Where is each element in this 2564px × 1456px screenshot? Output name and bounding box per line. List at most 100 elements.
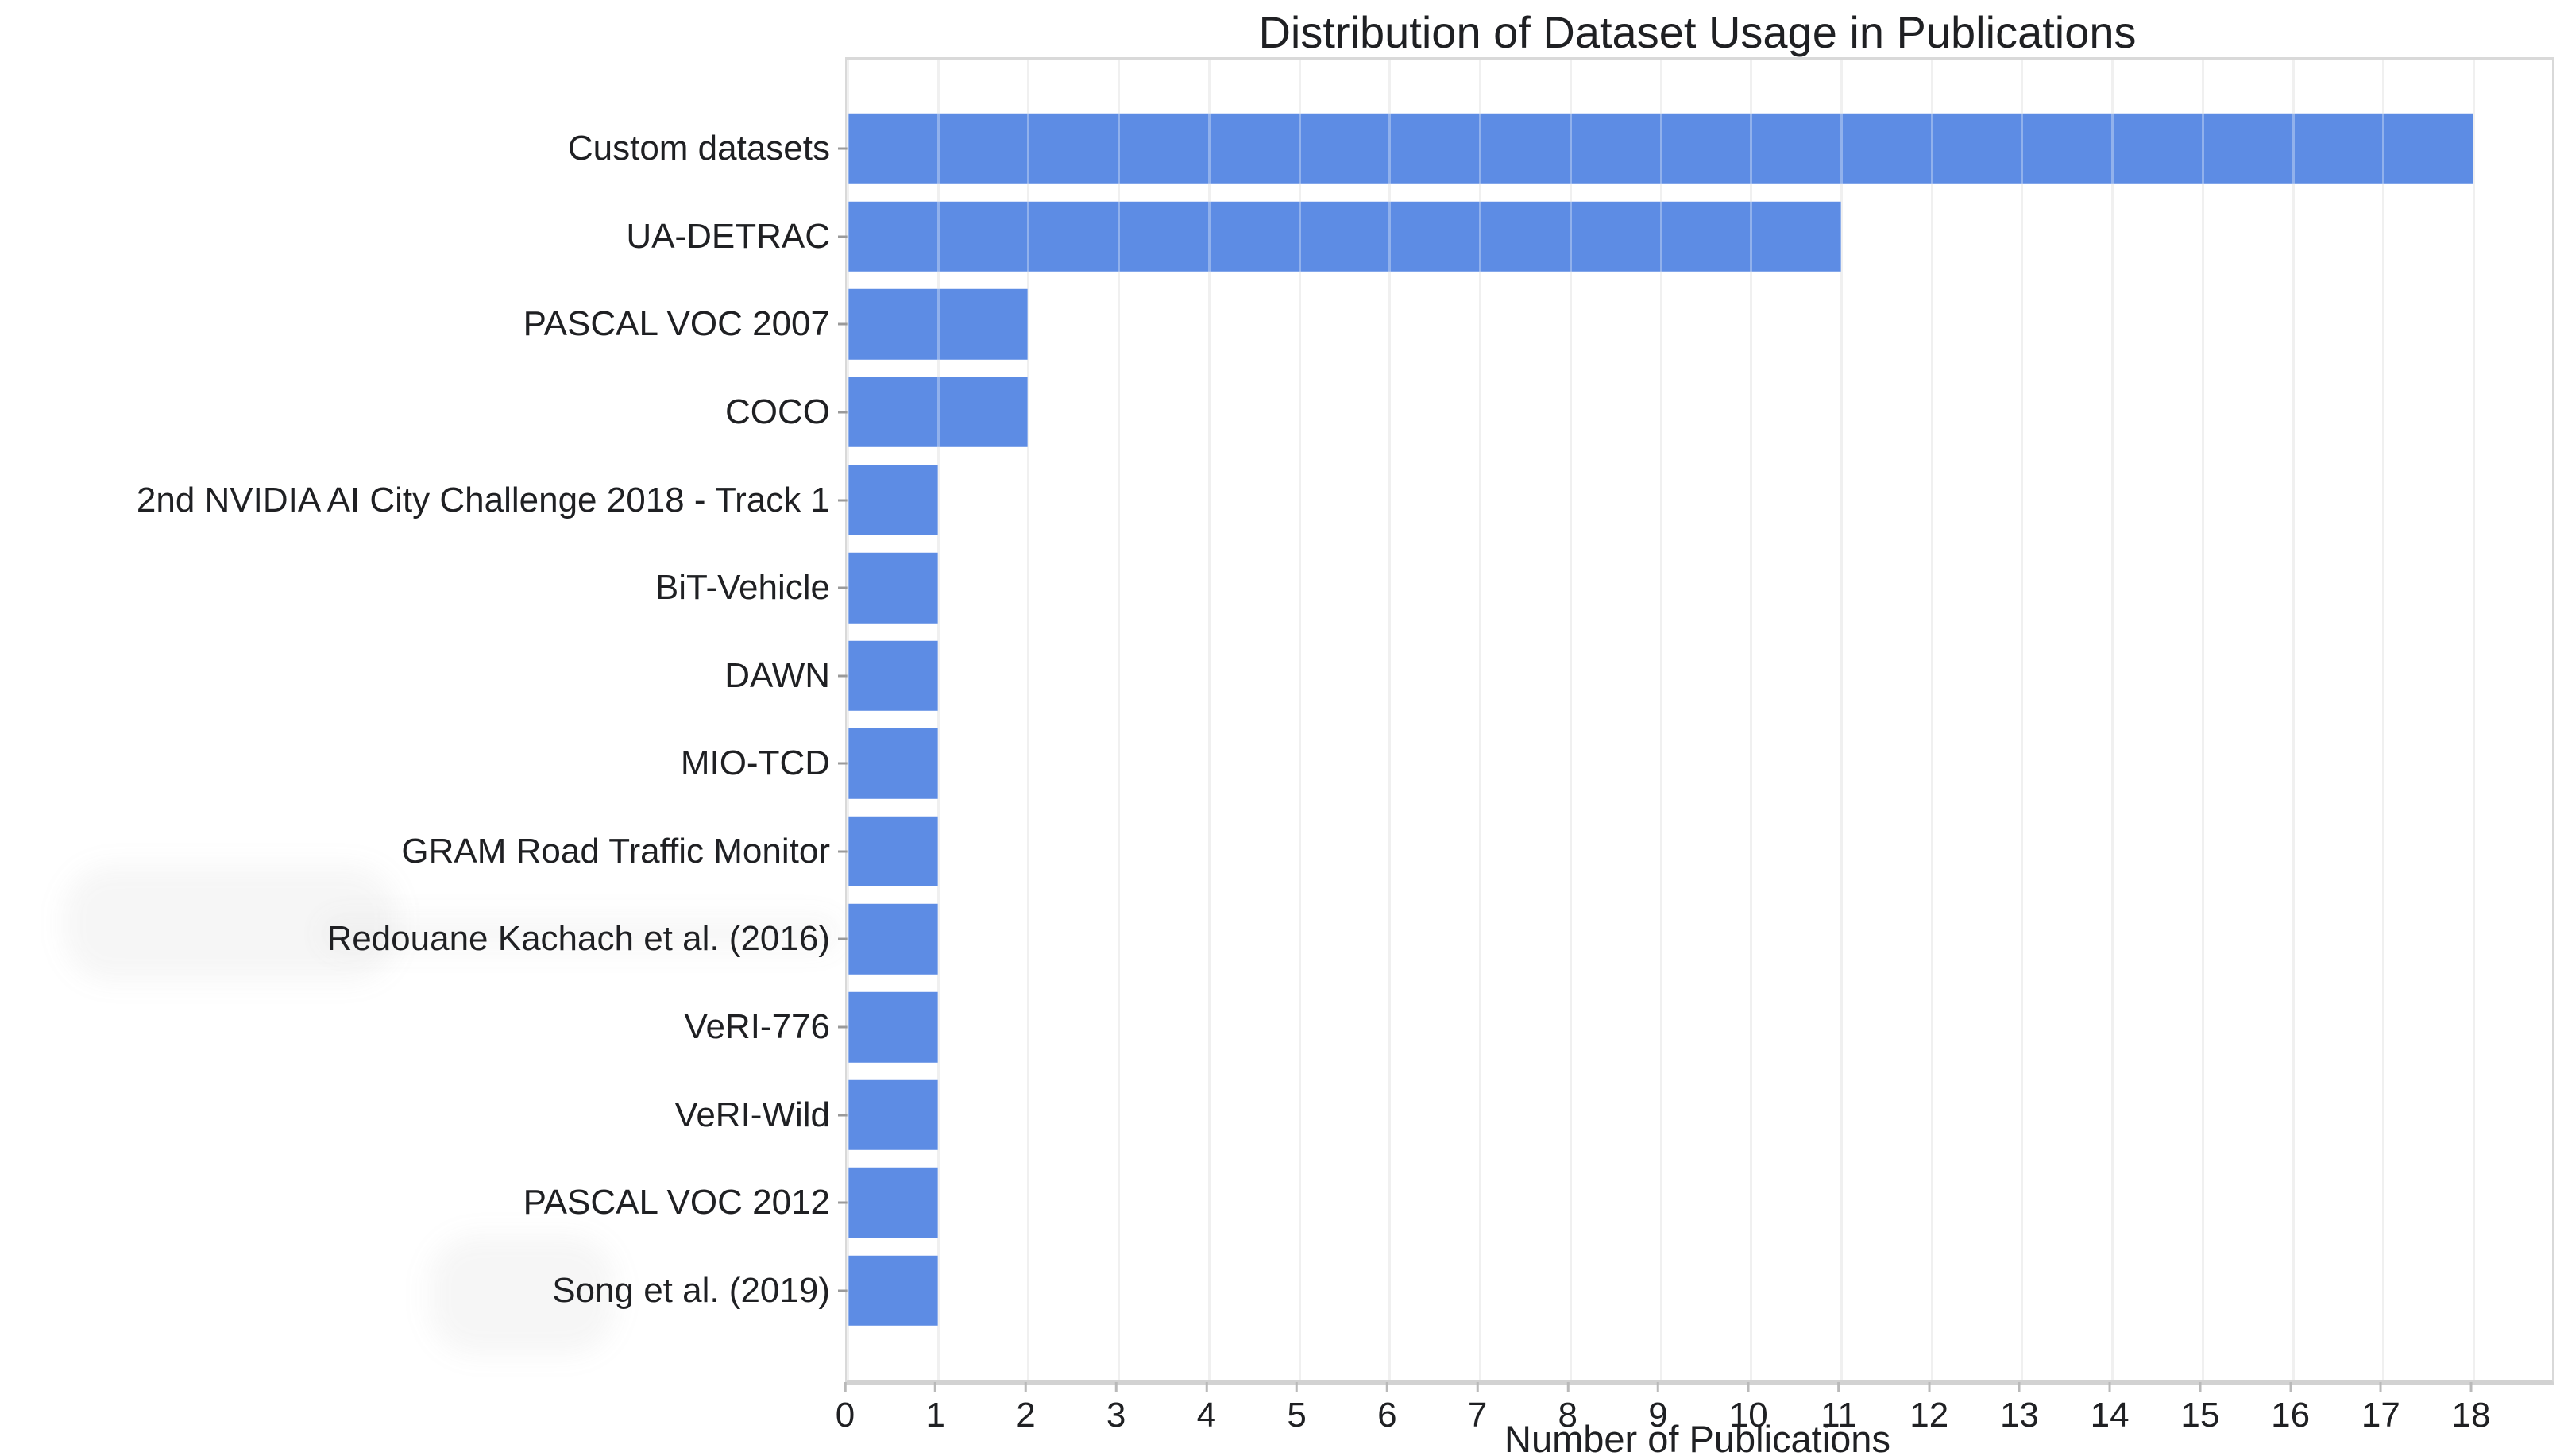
gridline [2292, 60, 2295, 1380]
x-axis-tick-label: 14 [2090, 1396, 2130, 1435]
y-axis-tick-mark [838, 850, 848, 853]
category-label: COCO [725, 392, 830, 432]
bar-rows: Custom datasets UA-DETRAC PASCAL VOC 200… [137, 60, 2552, 1380]
category-label: Redouane Kachach et al. (2016) [326, 919, 830, 959]
gridline [1118, 60, 1121, 1380]
data-bar [848, 1167, 938, 1238]
x-axis-tick-mark [2199, 1382, 2202, 1392]
gridline [936, 60, 940, 1380]
y-axis-tick-mark [838, 762, 848, 765]
data-bar [848, 904, 938, 975]
x-axis-tick-mark [844, 1382, 847, 1392]
scan-artifact-smudge [318, 912, 842, 956]
bar-row: Song et al. (2019) [552, 1247, 2552, 1335]
y-axis-tick-mark [838, 1114, 848, 1117]
x-axis-tick-label: 6 [1377, 1396, 1397, 1435]
x-axis-tick-mark [934, 1382, 937, 1392]
gridline [2021, 60, 2024, 1380]
category-label: UA-DETRAC [626, 216, 830, 256]
data-bar [848, 552, 938, 624]
x-axis-tick: 8 [1558, 1382, 1577, 1433]
gridline [1027, 60, 1030, 1380]
gridline [2111, 60, 2114, 1380]
x-axis-tick: 15 [2180, 1382, 2219, 1433]
gridline [1750, 60, 1753, 1380]
bar-row: VeRI-Wild [674, 1071, 2552, 1159]
x-axis-tick-label: 12 [1909, 1396, 1949, 1435]
x-axis-tick: 5 [1287, 1382, 1307, 1435]
gridline [936, 60, 940, 1380]
gridline [2021, 60, 2024, 1380]
x-axis-tick-mark [2289, 1382, 2292, 1392]
x-axis-tick: 18 [2452, 1382, 2491, 1433]
gridline [847, 60, 849, 1380]
x-axis-tick: 6 [1377, 1382, 1397, 1435]
x-axis-tick: 13 [2000, 1382, 2039, 1433]
bar-row: MIO-TCD [681, 720, 2552, 808]
x-axis-tick-mark [1114, 1382, 1118, 1392]
x-axis-tick-mark [1747, 1382, 1750, 1392]
bar-row: 2nd NVIDIA AI City Challenge 2018 - Trac… [137, 456, 2552, 544]
data-bar [848, 289, 1029, 360]
x-axis-tick-label: 4 [1196, 1396, 1217, 1435]
data-bar [848, 816, 938, 887]
x-axis-tick-mark [1296, 1382, 1299, 1392]
scan-artifact-smudge [429, 1235, 616, 1354]
gridline [1750, 60, 1753, 1380]
y-axis-tick-mark [838, 937, 848, 940]
x-axis-tick-label: 17 [2361, 1396, 2400, 1435]
x-axis-tick-label: 5 [1287, 1396, 1307, 1435]
x-axis-tick-mark [1476, 1382, 1479, 1392]
gridline [2201, 60, 2204, 1380]
x-axis-tick-label: 7 [1467, 1396, 1488, 1435]
x-axis-tick-mark [2018, 1382, 2021, 1392]
gridline [1388, 60, 1392, 1380]
x-axis-tick-label: 11 [1821, 1396, 1857, 1435]
category-label: VeRI-Wild [674, 1095, 830, 1134]
gridline [1298, 60, 1301, 1380]
gridline [1659, 60, 1662, 1380]
gridline [2382, 60, 2385, 1380]
category-label: BiT-Vehicle [655, 568, 830, 608]
category-label: PASCAL VOC 2012 [523, 1183, 830, 1222]
y-axis-tick-mark [838, 411, 848, 414]
gridline [1930, 60, 1933, 1380]
gridline [1930, 60, 1933, 1380]
x-axis-tick-label: 8 [1558, 1396, 1578, 1435]
gridline [847, 60, 849, 1380]
gridline [1207, 60, 1211, 1380]
x-axis-tick: 17 [2361, 1382, 2400, 1433]
bar-row: UA-DETRAC [626, 193, 2552, 281]
bar-row: VeRI-776 [685, 983, 2552, 1072]
data-bar [848, 201, 1841, 272]
x-axis-tick-mark [1205, 1382, 1208, 1392]
category-label: 2nd NVIDIA AI City Challenge 2018 - Trac… [136, 480, 830, 519]
bar-row: COCO [725, 369, 2552, 457]
gridline [2382, 60, 2385, 1380]
bar-row: Redouane Kachach et al. (2016) [326, 895, 2552, 983]
data-bar [848, 640, 938, 711]
scan-artifact-smudge [64, 866, 397, 981]
category-label: PASCAL VOC 2007 [523, 304, 830, 344]
gridline [1659, 60, 1662, 1380]
x-axis-tick-mark [1657, 1382, 1660, 1392]
bar-row: DAWN [724, 631, 2552, 720]
x-axis-tick-mark [2108, 1382, 2111, 1392]
gridline [2473, 60, 2476, 1380]
x-axis-tick: 10 [1729, 1382, 1768, 1433]
data-bar [848, 465, 938, 535]
x-axis-tick: 1 [925, 1382, 945, 1433]
y-axis-tick-mark [838, 147, 848, 150]
gridline [2111, 60, 2114, 1380]
gridline [1027, 60, 1030, 1380]
x-axis-tick-label: 15 [2180, 1396, 2220, 1435]
data-bar [848, 377, 1029, 448]
bar-row: BiT-Vehicle [655, 544, 2552, 632]
x-axis-tick-label: 9 [1648, 1396, 1668, 1435]
bar-row: PASCAL VOC 2012 [523, 1159, 2552, 1247]
x-axis-tick-mark [1837, 1382, 1840, 1392]
gridline [1569, 60, 1572, 1380]
x-axis-tick-label: 10 [1728, 1396, 1768, 1435]
x-axis-tick-mark [1024, 1382, 1027, 1392]
